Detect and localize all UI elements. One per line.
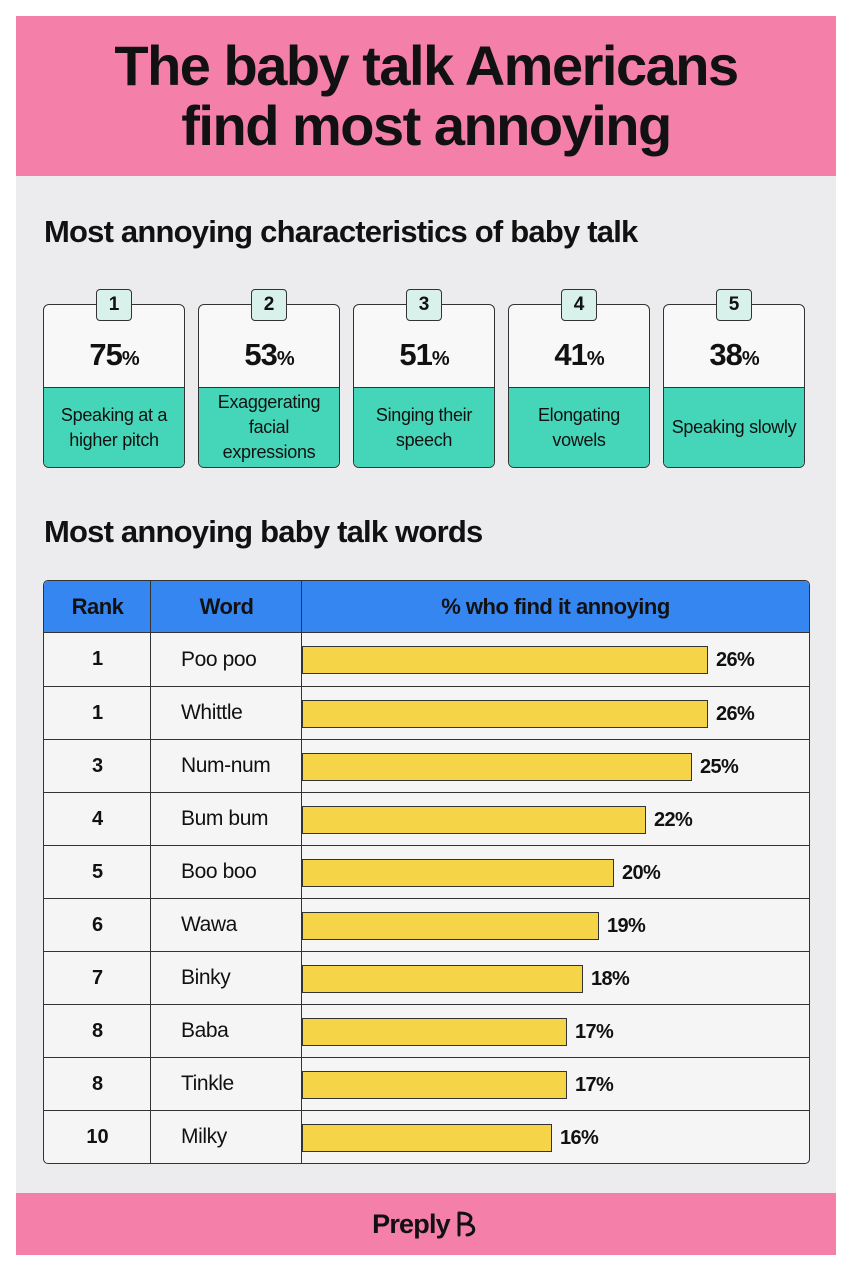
rank-cell: 4: [91, 807, 104, 830]
bar: [302, 859, 614, 887]
table-row: 6 Wawa 19%: [44, 898, 809, 951]
words-table: Rank Word % who find it annoying 1 Poo po…: [43, 580, 810, 1164]
bar-value-label: 18%: [591, 968, 630, 990]
word-cell: Poo poo: [181, 647, 257, 671]
rank-cell: 8: [91, 1072, 104, 1095]
table-row: 4 Bum bum 22%: [44, 792, 809, 845]
word-cell: Num-num: [181, 754, 271, 777]
word-cell: Wawa: [181, 913, 237, 936]
bar: [302, 912, 599, 940]
rank-badge: 5: [716, 289, 752, 321]
bar: [302, 1018, 567, 1046]
bar: [302, 965, 583, 993]
percent-value: 51%: [354, 337, 494, 373]
bar-value-label: 19%: [607, 915, 646, 937]
title-line-2: find most annoying: [181, 94, 672, 157]
title-line-1: The baby talk Americans: [114, 34, 739, 97]
preply-logo: Preply: [372, 1209, 480, 1240]
bar-value-label: 26%: [716, 649, 755, 671]
percent-number: 51: [399, 337, 432, 372]
characteristics-title: Most annoying characteristics of baby ta…: [44, 214, 638, 249]
characteristic-card: 1 75% Speaking at a higher pitch: [43, 289, 185, 468]
table-header: Rank Word % who find it annoying: [44, 581, 809, 633]
percent-value: 38%: [664, 337, 804, 373]
percent-number: 75: [89, 337, 122, 372]
brand-name: Preply: [372, 1208, 451, 1239]
characteristic-label: Speaking slowly: [664, 387, 804, 467]
page-title: The baby talk Americans find most annoyi…: [114, 34, 739, 157]
bar-value-label: 25%: [700, 756, 739, 778]
bar: [302, 1124, 552, 1152]
header-banner: The baby talk Americans find most annoyi…: [16, 16, 836, 176]
table-row: 10 Milky 16%: [44, 1110, 809, 1163]
rank-badge: 1: [96, 289, 132, 321]
rank-cell: 6: [91, 913, 104, 936]
percent-number: 38: [709, 337, 742, 372]
word-cell: Tinkle: [181, 1072, 234, 1095]
rank-cell: 1: [91, 648, 104, 670]
rank-badge: 4: [561, 289, 597, 321]
bar: [302, 1071, 567, 1099]
table-row: 3 Num-num 25%: [44, 739, 809, 792]
rank-cell: 10: [86, 1125, 109, 1148]
column-divider: [150, 581, 151, 1163]
bar: [302, 700, 708, 728]
bar: [302, 646, 708, 674]
bar-value-label: 17%: [575, 1074, 614, 1096]
bar-value-label: 16%: [560, 1127, 599, 1149]
header-word: Word: [199, 594, 254, 619]
characteristics-cards: 1 75% Speaking at a higher pitch 2 53% Exagge…: [43, 289, 809, 468]
bar: [302, 806, 646, 834]
column-divider: [301, 581, 302, 1163]
characteristic-card: 3 51% Singing their speech: [353, 289, 495, 468]
percent-sign: %: [121, 348, 140, 370]
rank-badge: 3: [406, 289, 442, 321]
percent-sign: %: [741, 348, 760, 370]
table-row: 8 Tinkle 17%: [44, 1057, 809, 1110]
rank-cell: 1: [91, 701, 104, 724]
preply-logo-icon: [457, 1211, 476, 1237]
percent-sign: %: [431, 348, 450, 370]
table-row: 1 Whittle 26%: [44, 686, 809, 739]
bar-value-label: 20%: [622, 862, 661, 884]
characteristic-label: Elongating vowels: [509, 387, 649, 467]
bar-value-label: 26%: [716, 703, 755, 725]
word-cell: Milky: [181, 1125, 227, 1148]
words-title: Most annoying baby talk words: [44, 514, 483, 549]
percent-number: 53: [244, 337, 277, 372]
footer-banner: Preply: [16, 1193, 836, 1255]
word-cell: Bum bum: [181, 807, 269, 830]
characteristic-label: Exaggerating facial expressions: [199, 387, 339, 467]
characteristic-label: Singing their speech: [354, 387, 494, 467]
rank-cell: 7: [91, 966, 104, 989]
bar: [302, 753, 692, 781]
word-cell: Binky: [181, 966, 231, 989]
table-row: 7 Binky 18%: [44, 951, 809, 1004]
table-row: 5 Boo boo 20%: [44, 845, 809, 898]
rank-cell: 3: [91, 754, 104, 777]
characteristic-card: 4 41% Elongating vowels: [508, 289, 650, 468]
word-cell: Baba: [181, 1019, 229, 1042]
percent-sign: %: [276, 348, 295, 370]
header-percent: % who find it annoying: [441, 594, 670, 619]
percent-value: 41%: [509, 337, 649, 373]
percent-sign: %: [586, 348, 605, 370]
percent-value: 75%: [44, 337, 184, 373]
table-row: 8 Baba 17%: [44, 1004, 809, 1057]
characteristic-card: 2 53% Exaggerating facial expressions: [198, 289, 340, 468]
characteristic-label: Speaking at a higher pitch: [44, 387, 184, 467]
percent-number: 41: [554, 337, 587, 372]
word-cell: Whittle: [181, 701, 243, 724]
bar-value-label: 17%: [575, 1021, 614, 1043]
infographic: The baby talk Americans find most annoyi…: [16, 16, 836, 1255]
table-row: 1 Poo poo 26%: [44, 633, 809, 686]
percent-value: 53%: [199, 337, 339, 373]
header-rank: Rank: [71, 594, 124, 619]
rank-badge: 2: [251, 289, 287, 321]
characteristic-card: 5 38% Speaking slowly: [663, 289, 805, 468]
bar-value-label: 22%: [654, 809, 693, 831]
rank-cell: 5: [91, 860, 104, 883]
rank-cell: 8: [91, 1019, 104, 1042]
word-cell: Boo boo: [181, 860, 257, 883]
